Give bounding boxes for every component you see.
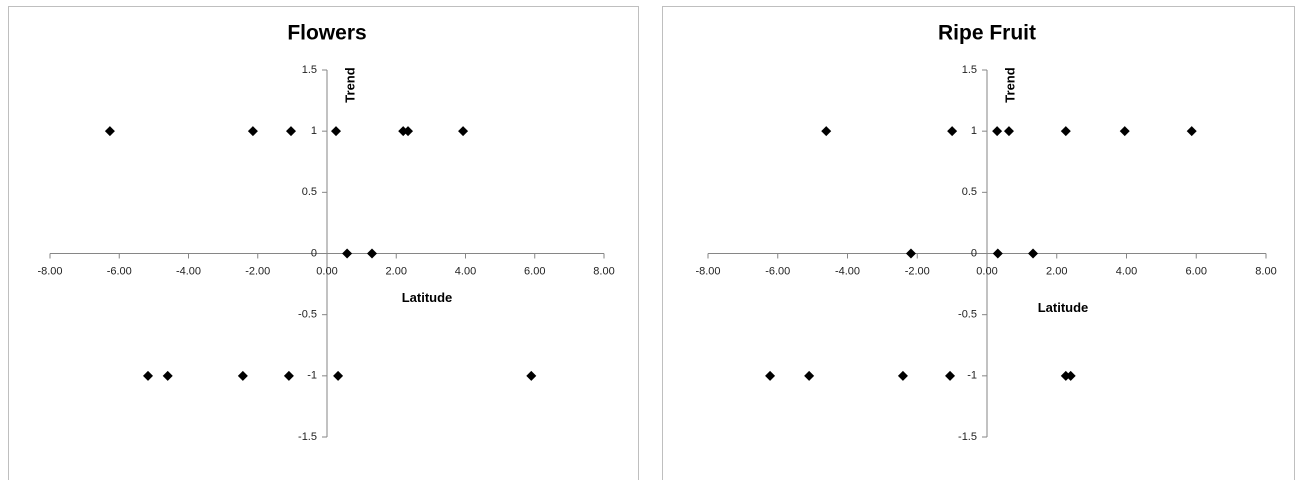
y-tick-label: 0 — [311, 247, 317, 259]
point — [947, 126, 958, 137]
x-tick-label: -8.00 — [695, 265, 720, 277]
point — [333, 370, 344, 381]
x-tick-label: 0.00 — [316, 265, 337, 277]
point — [342, 248, 353, 259]
y-tick-label: -1 — [307, 370, 317, 382]
y-tick-label: -1 — [967, 370, 977, 382]
point — [1003, 126, 1014, 137]
y-tick-label: -0.5 — [298, 309, 317, 321]
point — [237, 370, 248, 381]
y-tick-label: -0.5 — [958, 309, 977, 321]
y-tick-label: 1.5 — [962, 64, 977, 76]
chart-title: Flowers — [287, 22, 366, 45]
point — [1028, 248, 1039, 259]
y-axis-title: Trend — [342, 67, 357, 102]
point — [821, 126, 832, 137]
point — [142, 370, 153, 381]
y-axis-title: Trend — [1002, 67, 1017, 102]
x-tick-label: 6.00 — [524, 265, 545, 277]
point — [162, 370, 173, 381]
point — [331, 126, 342, 137]
x-tick-label: 8.00 — [1255, 265, 1276, 277]
x-tick-label: 8.00 — [593, 265, 614, 277]
x-tick-label: -8.00 — [37, 265, 62, 277]
y-tick-label: 1 — [311, 125, 317, 137]
point — [897, 370, 908, 381]
point — [285, 126, 296, 137]
point — [104, 126, 115, 137]
point — [283, 370, 294, 381]
y-tick-label: 0 — [971, 247, 977, 259]
x-axis-title: Latitude — [1038, 300, 1089, 315]
point — [1065, 370, 1076, 381]
point — [247, 126, 258, 137]
point — [403, 126, 414, 137]
y-tick-label: 1 — [971, 125, 977, 137]
x-tick-label: -6.00 — [765, 265, 790, 277]
x-tick-label: 2.00 — [1046, 265, 1067, 277]
x-tick-label: -2.00 — [905, 265, 930, 277]
x-tick-label: -2.00 — [245, 265, 270, 277]
x-tick-label: 4.00 — [1116, 265, 1137, 277]
point — [367, 248, 378, 259]
x-tick-label: 0.00 — [976, 265, 997, 277]
x-tick-label: -6.00 — [107, 265, 132, 277]
point — [905, 248, 916, 259]
point — [1119, 126, 1130, 137]
x-axis-title: Latitude — [402, 290, 453, 305]
point — [992, 248, 1003, 259]
point — [1186, 126, 1197, 137]
y-tick-label: 0.5 — [962, 186, 977, 198]
x-tick-label: 6.00 — [1186, 265, 1207, 277]
point — [804, 370, 815, 381]
y-tick-label: 0.5 — [302, 186, 317, 198]
y-tick-label: -1.5 — [298, 431, 317, 443]
point — [765, 370, 776, 381]
x-tick-label: -4.00 — [176, 265, 201, 277]
point — [458, 126, 469, 137]
chart-border — [662, 6, 1295, 480]
point — [1060, 126, 1071, 137]
x-tick-label: 2.00 — [386, 265, 407, 277]
x-tick-label: -4.00 — [835, 265, 860, 277]
chart-border — [8, 6, 639, 480]
point — [526, 370, 537, 381]
y-tick-label: -1.5 — [958, 431, 977, 443]
point — [945, 370, 956, 381]
y-tick-label: 1.5 — [302, 64, 317, 76]
x-tick-label: 4.00 — [455, 265, 476, 277]
point — [992, 126, 1003, 137]
chart-title: Ripe Fruit — [938, 22, 1036, 45]
